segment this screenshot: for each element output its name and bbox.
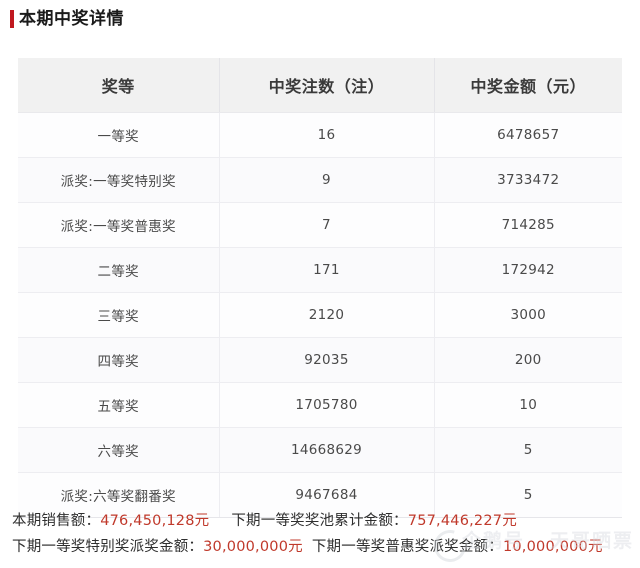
cell-count: 9 [218, 157, 434, 203]
table-row: 六等奖 14668629 5 [18, 427, 622, 473]
cell-amount: 3000 [433, 292, 622, 338]
cell-amount: 3733472 [433, 157, 622, 203]
summary-line-sales: 本期销售额：476,450,128元 下期一等奖奖池累计金额：757,446,22… [12, 508, 636, 534]
sales-value: 476,450,128元 [100, 513, 210, 529]
inclusive-bonus-value: 10,000,000元 [502, 539, 603, 555]
cell-grade: 一等奖 [18, 112, 219, 158]
inclusive-bonus-label: 下期一等奖普惠奖派奖金额： [311, 539, 503, 555]
cell-amount: 714285 [433, 202, 622, 248]
table-row: 派奖:一等奖普惠奖 7 714285 [18, 202, 622, 248]
prize-detail-table: 奖等 中奖注数（注） 中奖金额（元） 一等奖 16 6478657 派奖:一等奖… [18, 58, 622, 518]
cell-amount: 5 [433, 472, 622, 518]
cell-count: 171 [218, 247, 434, 293]
cell-grade: 二等奖 [18, 247, 219, 293]
cell-amount: 6478657 [433, 112, 622, 158]
cell-amount: 5 [433, 427, 622, 473]
cell-grade: 四等奖 [18, 337, 219, 383]
table-header: 奖等 中奖注数（注） 中奖金额（元） [18, 58, 622, 113]
table-body: 一等奖 16 6478657 派奖:一等奖特别奖 9 3733472 派奖:一等… [18, 112, 622, 518]
table-header-row: 奖等 中奖注数（注） 中奖金额（元） [18, 58, 622, 113]
table-row: 二等奖 171 172942 [18, 247, 622, 293]
summary-section: 本期销售额：476,450,128元 下期一等奖奖池累计金额：757,446,22… [12, 508, 636, 560]
table-row: 派奖:六等奖翻番奖 9467684 5 [18, 472, 622, 518]
column-header-grade: 奖等 [18, 58, 219, 113]
cell-count: 92035 [218, 337, 434, 383]
cell-grade: 五等奖 [18, 382, 219, 428]
table-row: 一等奖 16 6478657 [18, 112, 622, 158]
sales-label: 本期销售额： [12, 513, 101, 529]
table-row: 五等奖 1705780 10 [18, 382, 622, 428]
column-header-amount: 中奖金额（元） [433, 58, 622, 113]
table-row: 派奖:一等奖特别奖 9 3733472 [18, 157, 622, 203]
table-row: 四等奖 92035 200 [18, 337, 622, 383]
cell-count: 1705780 [218, 382, 434, 428]
cell-amount: 172942 [433, 247, 622, 293]
column-header-count: 中奖注数（注） [218, 58, 434, 113]
cell-count: 14668629 [218, 427, 434, 473]
cell-amount: 200 [433, 337, 622, 383]
pool-label: 下期一等奖奖池累计金额： [231, 513, 408, 529]
summary-line-bonus: 下期一等奖特别奖派奖金额：30,000,000元 下期一等奖普惠奖派奖金额：10,… [12, 534, 636, 560]
page-title: 本期中奖详情 [10, 8, 124, 30]
cell-count: 16 [218, 112, 434, 158]
cell-count: 2120 [218, 292, 434, 338]
cell-grade: 六等奖 [18, 427, 219, 473]
table-row: 三等奖 2120 3000 [18, 292, 622, 338]
cell-grade: 派奖:六等奖翻番奖 [18, 472, 219, 518]
cell-grade: 派奖:一等奖特别奖 [18, 157, 219, 203]
cell-grade: 派奖:一等奖普惠奖 [18, 202, 219, 248]
cell-grade: 三等奖 [18, 292, 219, 338]
special-bonus-value: 30,000,000元 [203, 539, 303, 555]
cell-count: 9467684 [218, 472, 434, 518]
page-title-text: 本期中奖详情 [19, 9, 124, 29]
cell-amount: 10 [433, 382, 622, 428]
special-bonus-label: 下期一等奖特别奖派奖金额： [12, 539, 204, 555]
cell-count: 7 [218, 202, 434, 248]
title-accent-bar [10, 10, 14, 28]
pool-value: 757,446,227元 [407, 513, 517, 529]
